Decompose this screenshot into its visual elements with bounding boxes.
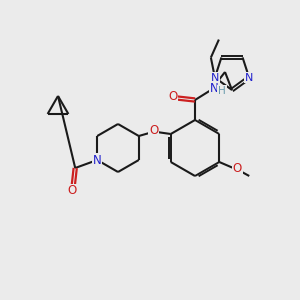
Text: N: N — [211, 73, 219, 82]
Text: O: O — [68, 184, 77, 197]
Text: H: H — [218, 86, 226, 96]
Text: O: O — [149, 124, 158, 137]
Text: O: O — [168, 91, 178, 103]
Text: N: N — [245, 73, 253, 82]
Text: N: N — [210, 82, 218, 95]
Text: N: N — [93, 154, 102, 166]
Text: O: O — [232, 163, 242, 176]
